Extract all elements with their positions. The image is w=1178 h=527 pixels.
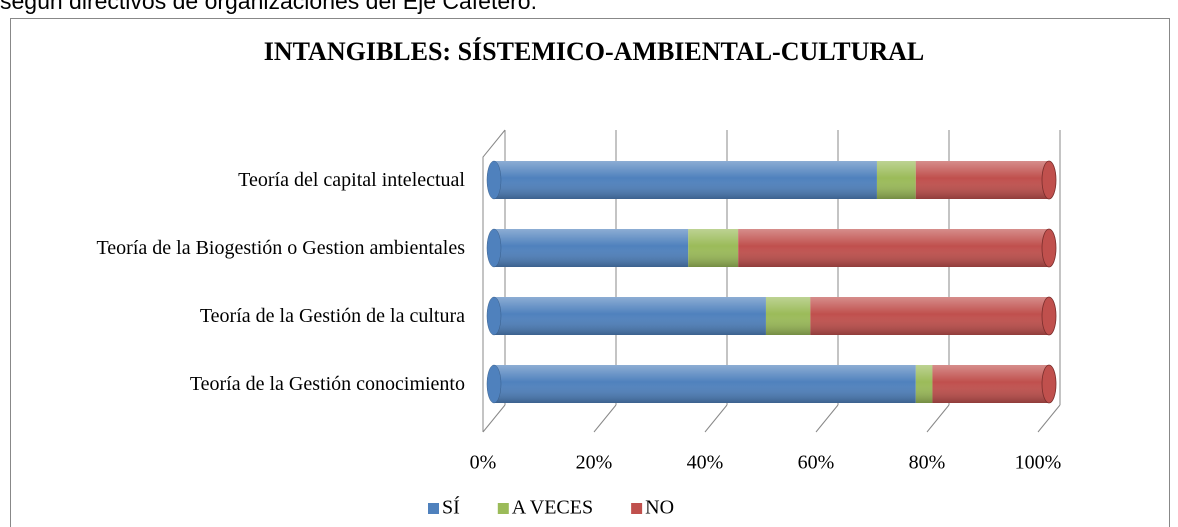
floor-line xyxy=(704,404,728,433)
bar-shade xyxy=(765,297,811,335)
floor-line xyxy=(1037,404,1061,433)
legend-label: SÍ xyxy=(442,496,460,519)
legend-label: A VECES xyxy=(512,497,593,519)
category-text: Teoría del capital intelectual xyxy=(238,169,465,191)
category-text: Teoría de la Gestión conocimiento xyxy=(189,373,465,395)
bar-shade xyxy=(810,297,1049,335)
legend-swatch xyxy=(497,503,509,514)
category-label: Teoría de la Gestión conocimiento xyxy=(60,372,465,396)
bar-shade xyxy=(738,229,1049,267)
bar-shade xyxy=(494,161,877,199)
category-label: Teoría de la Biogestión o Gestion ambien… xyxy=(60,236,465,260)
category-text: Teoría de la Gestión de la cultura xyxy=(199,305,465,327)
bar-cap-left xyxy=(486,160,502,200)
bar-cap-right xyxy=(1041,364,1057,404)
bar-shade xyxy=(876,161,916,199)
legend-swatch xyxy=(631,503,643,514)
bar-shade xyxy=(915,161,1049,199)
category-text: Teoría de la Biogestión o Gestion ambien… xyxy=(96,237,465,259)
floor-line xyxy=(482,404,506,433)
bar-shade xyxy=(688,229,739,267)
x-tick-label: 60% xyxy=(798,452,835,474)
bar-cap-left xyxy=(486,364,502,404)
chart-title: INTANGIBLES: SÍSTEMICO-AMBIENTAL-CULTURA… xyxy=(264,37,925,66)
bar-shade xyxy=(494,297,766,335)
bar-shade xyxy=(932,365,1049,403)
category-label: Teoría del capital intelectual xyxy=(60,168,465,192)
category-label: Teoría de la Gestión de la cultura xyxy=(60,304,465,328)
bar-shade xyxy=(915,365,933,403)
x-tick-label: 80% xyxy=(909,452,946,474)
caption: según directivos de organizaciones del E… xyxy=(0,0,537,14)
bar-shade xyxy=(494,365,916,403)
bar-cap-right xyxy=(1041,160,1057,200)
bar-cap-right xyxy=(1041,228,1057,268)
legend-label: NO xyxy=(645,497,674,519)
bar-shade xyxy=(494,229,689,267)
x-tick-label: 40% xyxy=(687,452,724,474)
chart-border xyxy=(10,18,1170,527)
bar-cap-left xyxy=(486,228,502,268)
side-wall xyxy=(482,129,506,432)
x-tick-label: 0% xyxy=(470,452,497,474)
legend-swatch xyxy=(428,503,439,514)
floor-line xyxy=(593,404,617,433)
floor-line xyxy=(815,404,839,433)
x-tick-label: 20% xyxy=(576,452,613,474)
bar-cap-left xyxy=(486,296,502,336)
floor-line xyxy=(926,404,950,433)
x-tick-label: 100% xyxy=(1015,452,1062,474)
bar-cap-right xyxy=(1041,296,1057,336)
